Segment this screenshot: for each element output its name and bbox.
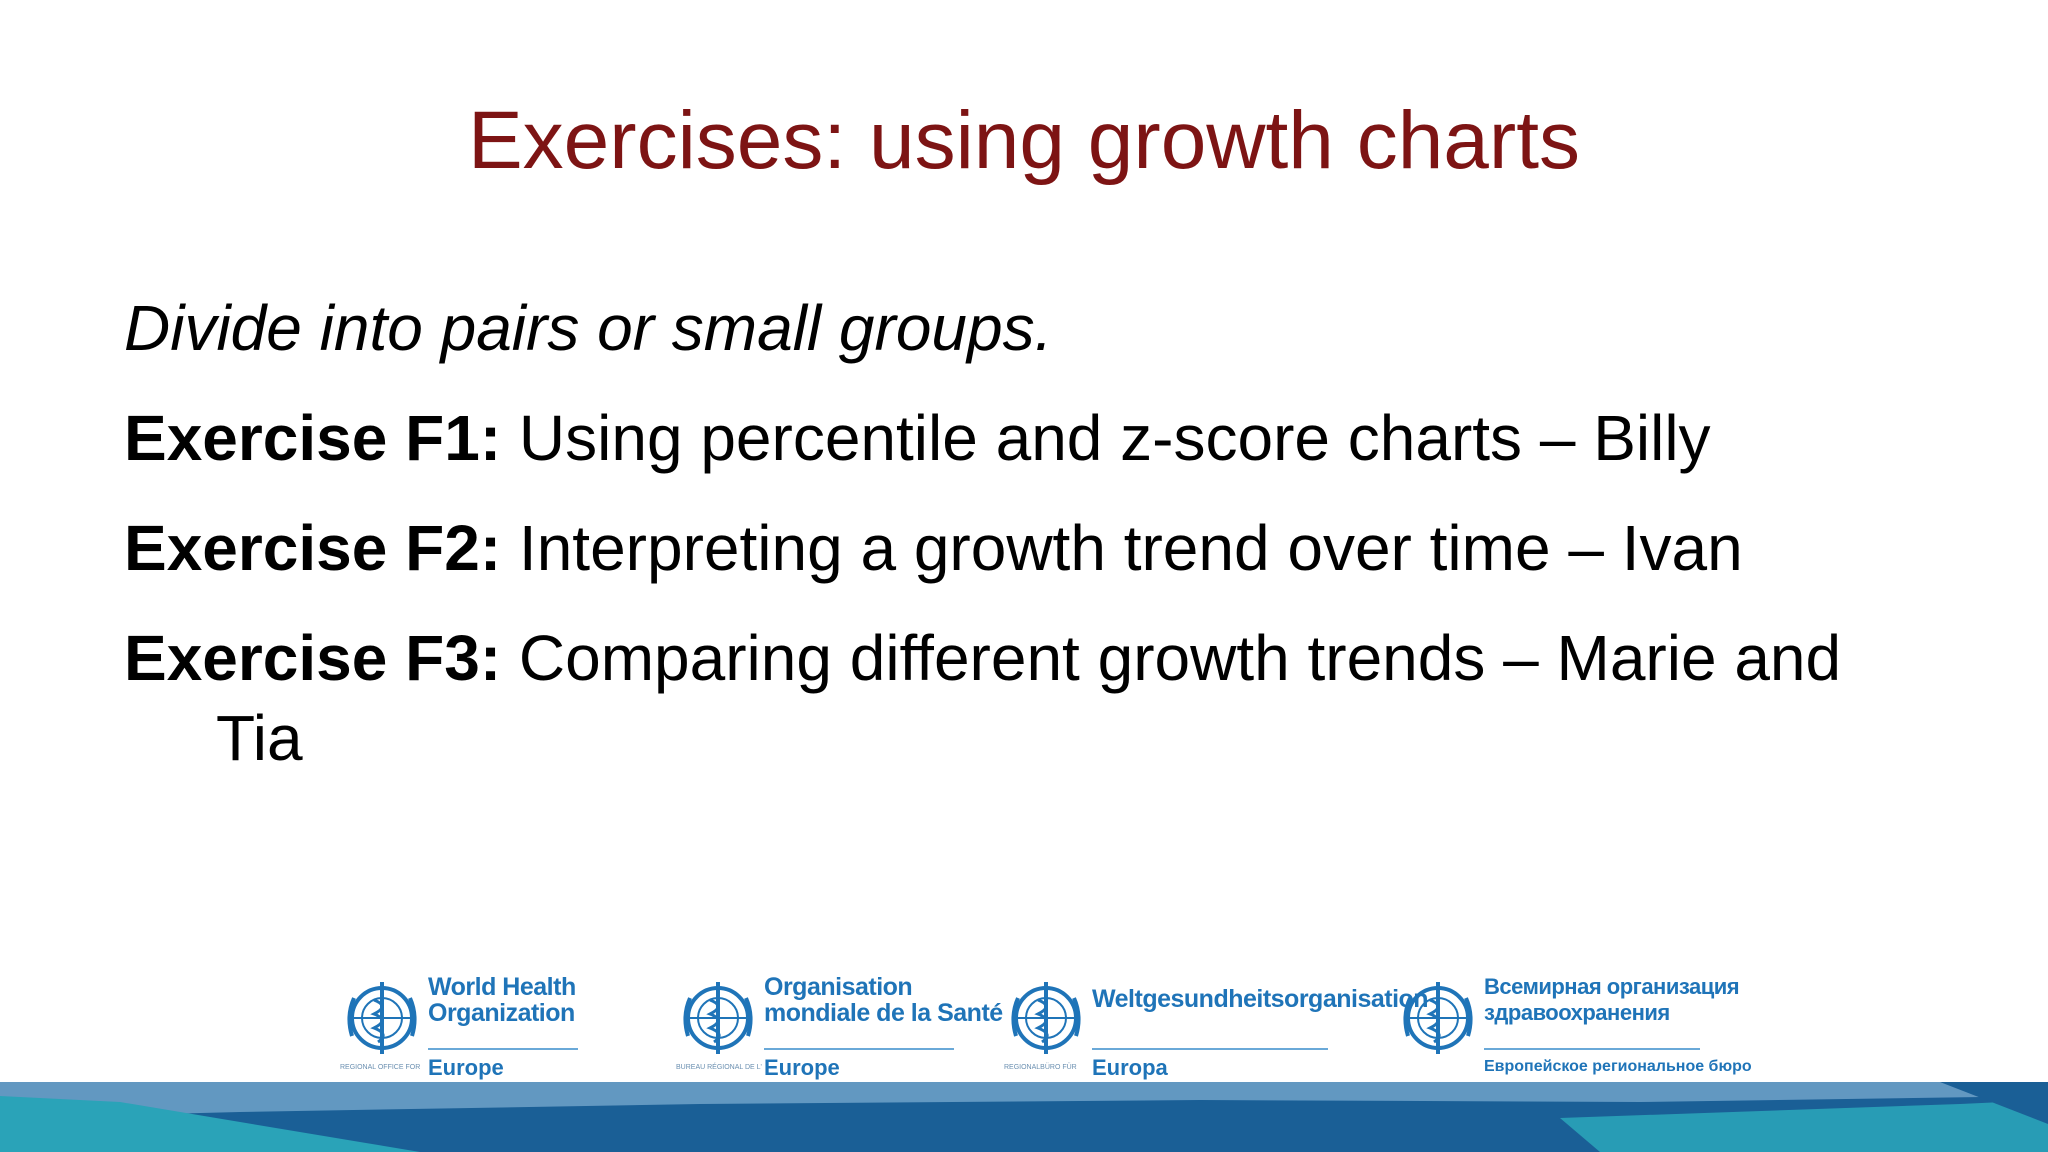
logo-russian: Всемирная организация здравоохранения Ев…	[1396, 972, 1752, 1088]
logo-line: Всемирная организация	[1484, 974, 1740, 999]
who-emblem-icon	[1403, 982, 1473, 1054]
exercise-text: Using percentile and z-score charts – Bi…	[501, 402, 1711, 474]
logo-line: здравоохранения	[1484, 1000, 1670, 1025]
logo-small-text: REGIONALBÜRO FÜR	[1004, 1064, 1077, 1071]
logo-rule	[428, 1048, 578, 1050]
who-emblem-icon	[1011, 982, 1081, 1054]
slide-body: Divide into pairs or small groups. Exerc…	[124, 288, 1924, 808]
slide-title: Exercises: using growth charts	[467, 95, 1580, 186]
logo-line: World Health	[428, 973, 576, 1001]
logo-rule	[1484, 1048, 1700, 1050]
who-emblem-icon	[683, 982, 753, 1054]
logo-region: Europe	[428, 1055, 504, 1080]
exercise-label: Exercise F1:	[124, 402, 502, 474]
exercise-f3: Exercise F3: Comparing different growth …	[124, 618, 1924, 778]
logo-region: Европейское региональное бюро	[1484, 1058, 1752, 1075]
exercise-f2: Exercise F2: Interpreting a growth trend…	[124, 508, 1924, 588]
logo-line: Weltgesundheitsorganisation	[1092, 985, 1429, 1013]
exercise-label: Exercise F3:	[124, 622, 502, 694]
exercise-f1: Exercise F1: Using percentile and z-scor…	[124, 398, 1924, 478]
exercise-text: Comparing different growth trends – Mari…	[216, 622, 1842, 774]
logo-small-text: REGIONAL OFFICE FOR	[340, 1064, 421, 1071]
logo-line: Organisation	[764, 973, 913, 1001]
logo-small-text: BUREAU RÉGIONAL DE L'	[676, 1064, 762, 1071]
logo-french: Organisation mondiale de la Santé BUREAU…	[676, 972, 1003, 1088]
exercise-text: Interpreting a growth trend over time – …	[501, 512, 1743, 584]
intro-text: Divide into pairs or small groups.	[124, 292, 1053, 364]
logo-rule	[764, 1048, 954, 1050]
footer-band	[0, 1082, 2048, 1152]
logo-german: Weltgesundheitsorganisation REGIONALBÜRO…	[1004, 972, 1429, 1088]
logo-region: Europa	[1092, 1055, 1168, 1080]
who-emblem-icon	[347, 982, 417, 1054]
logo-line: Organization	[428, 999, 575, 1027]
exercise-label: Exercise F2:	[124, 512, 502, 584]
logo-region: Europe	[764, 1055, 840, 1080]
logo-line: mondiale de la Santé	[764, 999, 1003, 1027]
logo-rule	[1092, 1048, 1328, 1050]
who-logos: World Health Organization REGIONAL OFFIC…	[340, 972, 1752, 1088]
logo-english: World Health Organization REGIONAL OFFIC…	[340, 972, 580, 1088]
